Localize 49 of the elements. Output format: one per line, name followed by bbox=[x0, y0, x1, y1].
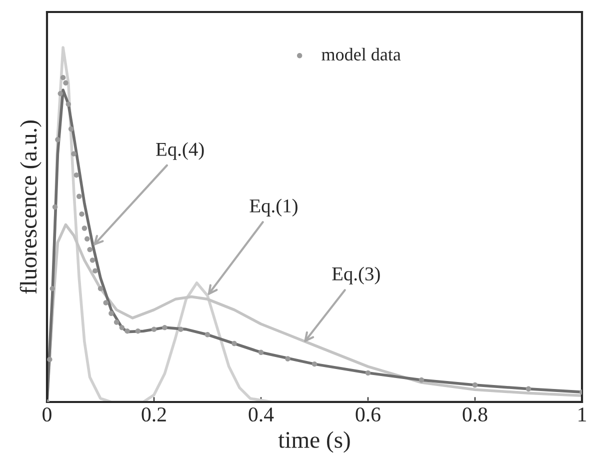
point bbox=[47, 356, 52, 362]
annotation: Eq.(1) bbox=[250, 198, 298, 216]
x-tick-label: 0.8 bbox=[462, 407, 488, 422]
point bbox=[119, 324, 124, 330]
annotation: Eq.(3) bbox=[332, 266, 380, 284]
point bbox=[60, 74, 66, 80]
point bbox=[58, 90, 63, 96]
point bbox=[151, 326, 157, 332]
point bbox=[90, 258, 96, 263]
point bbox=[98, 286, 104, 292]
point bbox=[66, 102, 71, 107]
x-tick-label: 0.4 bbox=[248, 407, 274, 422]
point bbox=[74, 172, 80, 178]
point bbox=[472, 382, 478, 388]
point bbox=[92, 268, 98, 274]
point bbox=[63, 80, 68, 86]
point bbox=[418, 377, 424, 383]
point bbox=[79, 211, 84, 217]
point bbox=[82, 226, 88, 231]
point bbox=[55, 137, 60, 142]
point bbox=[71, 151, 76, 156]
point bbox=[258, 350, 264, 355]
point bbox=[50, 286, 55, 292]
annotation: Eq.(4) bbox=[156, 142, 204, 160]
point bbox=[52, 204, 58, 210]
x-tick-label: 0.2 bbox=[142, 407, 166, 422]
point bbox=[114, 320, 120, 325]
point bbox=[312, 361, 318, 367]
point bbox=[76, 194, 82, 199]
x-axis-title: time (s) bbox=[278, 431, 350, 453]
point bbox=[124, 328, 130, 334]
point bbox=[68, 126, 74, 132]
y-axis-title: fluorescence (a.u.) bbox=[20, 120, 42, 294]
point bbox=[84, 236, 90, 242]
point bbox=[285, 356, 290, 362]
point bbox=[232, 340, 237, 346]
x-tick-label: 0 bbox=[42, 407, 52, 422]
point bbox=[526, 386, 532, 392]
point bbox=[87, 246, 92, 252]
point bbox=[204, 332, 210, 338]
x-tick-label: 0.6 bbox=[356, 407, 380, 422]
legend-label: model data bbox=[322, 48, 401, 61]
point bbox=[365, 370, 371, 376]
point bbox=[108, 310, 114, 316]
point bbox=[162, 324, 168, 330]
point bbox=[178, 326, 184, 332]
point bbox=[103, 300, 108, 306]
point bbox=[135, 328, 141, 334]
x-tick-label: 1 bbox=[578, 408, 586, 422]
